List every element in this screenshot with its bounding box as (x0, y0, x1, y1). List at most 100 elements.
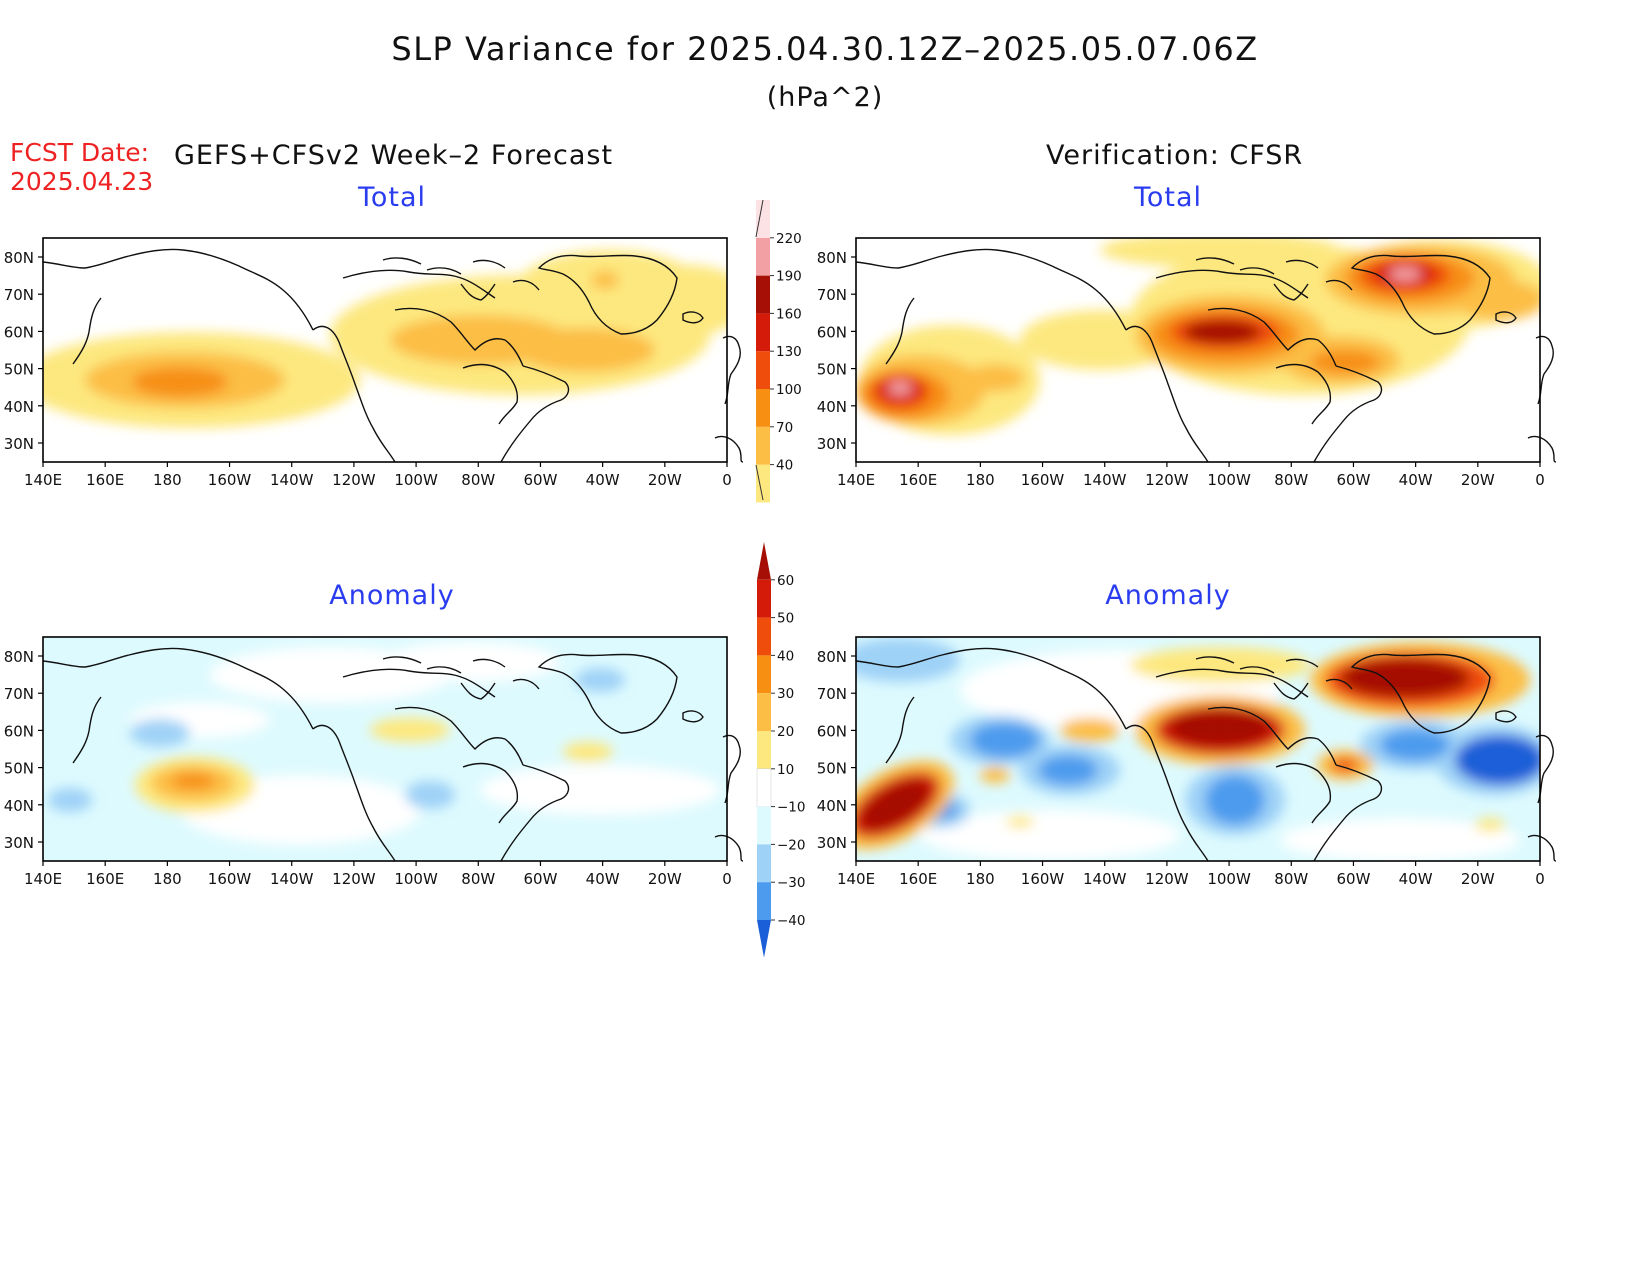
lon-tick-label: 60W (523, 870, 557, 888)
axes-layer: 80N 70N 60N 50N 40N 30N 140E 160E 180 160W 140W 120… (4, 249, 1545, 888)
colorbar-anomaly-label: 10 (777, 762, 794, 778)
lon-tick-label: 20W (648, 471, 682, 489)
colorbar-anomaly-label: 30 (777, 686, 794, 702)
chart-title: SLP Variance for 2025.04.30.12Z–2025.05.… (391, 30, 1259, 68)
colorbar-total-swatch (756, 426, 770, 465)
colorbar-anomaly-label: −20 (777, 837, 806, 853)
lon-tick-label: 100W (1207, 870, 1251, 888)
lon-tick-label: 120W (1145, 471, 1189, 489)
colorbar-total-label: 40 (776, 458, 793, 474)
fcst-date-label: FCST Date: (10, 138, 150, 167)
colorbar-total-swatch (756, 464, 770, 503)
lon-tick-label: 140W (270, 870, 314, 888)
lat-tick-label: 80N (817, 249, 847, 267)
verification-title: Verification: CFSR (1046, 140, 1304, 171)
colorbar-total: 40 70 100 130 160 190 220 (755, 199, 802, 503)
lat-tick-label: 30N (817, 834, 847, 852)
lat-tick-label: 40N (4, 797, 34, 815)
lon-tick-label: 160W (1021, 870, 1065, 888)
lat-tick-label: 40N (4, 398, 34, 416)
lat-tick-label: 70N (4, 286, 34, 304)
lat-tick-label: 50N (817, 760, 847, 778)
map-forecast-anomaly (42, 636, 744, 862)
lon-tick-label: 40W (1399, 471, 1433, 489)
lat-tick-label: 70N (817, 286, 847, 304)
colorbar-anomaly-swatch (757, 693, 771, 731)
lat-tick-label: 30N (817, 435, 847, 453)
colorbar-total-swatch (756, 200, 770, 238)
lon-tick-label: 80W (1274, 870, 1308, 888)
lon-tick-label: 60W (523, 471, 557, 489)
colorbar-anomaly-swatch (757, 617, 771, 656)
colorbar-anomaly-swatch (757, 579, 771, 618)
colorbar-anomaly: 60 50 40 30 20 10 −10 −20 −30 −40 (756, 542, 806, 958)
colorbar-total-label: 220 (776, 231, 802, 247)
lat-tick-label: 30N (4, 834, 34, 852)
lon-tick-label: 140W (1083, 870, 1127, 888)
lon-tick-label: 140E (24, 870, 62, 888)
panel-title-verification-total: Total (1133, 182, 1203, 213)
map-verification-total (855, 237, 1557, 463)
panel-title-verification-anomaly: Anomaly (1105, 580, 1231, 611)
lon-tick-label: 160E (899, 471, 937, 489)
colorbar-anomaly-swatch (757, 655, 771, 694)
lat-tick-label: 40N (817, 797, 847, 815)
colorbar-anomaly-swatch (757, 844, 771, 883)
lat-tick-label: 70N (817, 685, 847, 703)
colorbar-anomaly-label: 20 (777, 724, 794, 740)
colorbar-total-swatch (756, 313, 770, 352)
colorbar-anomaly-swatch (757, 542, 771, 580)
colorbar-total-label: 190 (776, 269, 802, 285)
fcst-date-value: 2025.04.23 (10, 167, 154, 196)
lon-tick-label: 60W (1336, 870, 1370, 888)
lon-tick-label: 100W (1207, 471, 1251, 489)
lon-tick-label: 100W (394, 471, 438, 489)
lat-tick-label: 80N (4, 648, 34, 666)
lon-tick-label: 160W (1021, 471, 1065, 489)
colorbar-total-label: 130 (776, 344, 802, 360)
lon-tick-label: 180 (966, 471, 995, 489)
colorbar-anomaly-label: 40 (777, 648, 794, 664)
lon-tick-label: 80W (461, 870, 495, 888)
colorbar-total-label: 100 (776, 382, 802, 398)
colorbar-total-label: 160 (776, 306, 802, 322)
lon-tick-label: 140E (837, 471, 875, 489)
lat-tick-label: 40N (817, 398, 847, 416)
lon-tick-label: 120W (332, 471, 376, 489)
lat-tick-label: 70N (4, 685, 34, 703)
lon-tick-label: 40W (1399, 870, 1433, 888)
lat-tick-label: 80N (817, 648, 847, 666)
lon-tick-label: 20W (1461, 471, 1495, 489)
lon-tick-label: 180 (153, 870, 182, 888)
lon-tick-label: 0 (722, 471, 732, 489)
lon-tick-label: 100W (394, 870, 438, 888)
lat-tick-label: 50N (817, 361, 847, 379)
lon-tick-label: 120W (332, 870, 376, 888)
lon-tick-label: 160W (208, 471, 252, 489)
colorbar-total-swatch (756, 351, 770, 389)
lon-tick-label: 140W (270, 471, 314, 489)
lat-tick-label: 60N (817, 323, 847, 341)
lon-tick-label: 180 (966, 870, 995, 888)
colorbar-total-swatch (756, 275, 770, 314)
colorbar-anomaly-swatch (756, 768, 772, 807)
panel-title-forecast-total: Total (357, 182, 427, 213)
units-label: (hPa^2) (766, 82, 884, 113)
colorbar-anomaly-label: −40 (777, 913, 806, 929)
map-verification-anomaly (855, 636, 1557, 862)
lat-tick-label: 60N (4, 722, 34, 740)
lon-tick-label: 120W (1145, 870, 1189, 888)
lon-tick-label: 60W (1336, 471, 1370, 489)
lon-tick-label: 160E (86, 870, 124, 888)
lon-tick-label: 40W (586, 870, 620, 888)
lon-tick-label: 180 (153, 471, 182, 489)
lon-tick-label: 160W (208, 870, 252, 888)
lat-tick-label: 60N (4, 323, 34, 341)
colorbar-anomaly-swatch (757, 920, 771, 958)
colorbar-anomaly-label: −30 (777, 875, 806, 891)
lat-tick-label: 30N (4, 435, 34, 453)
lon-tick-label: 80W (461, 471, 495, 489)
lon-tick-label: 80W (1274, 471, 1308, 489)
colorbar-anomaly-swatch (757, 731, 771, 769)
